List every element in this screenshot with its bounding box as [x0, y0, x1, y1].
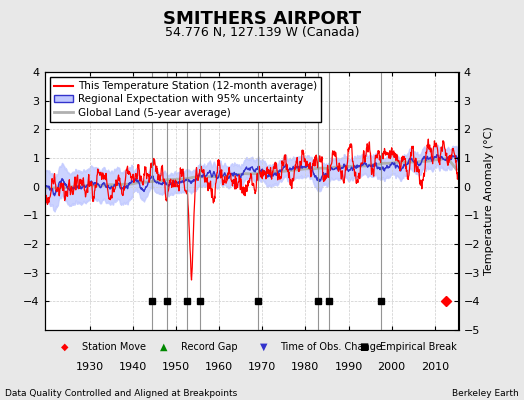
Text: SMITHERS AIRPORT: SMITHERS AIRPORT: [163, 10, 361, 28]
Legend: This Temperature Station (12-month average), Regional Expectation with 95% uncer: This Temperature Station (12-month avera…: [50, 77, 321, 122]
Y-axis label: Temperature Anomaly (°C): Temperature Anomaly (°C): [484, 127, 494, 275]
Text: 1940: 1940: [119, 362, 147, 372]
Text: 54.776 N, 127.139 W (Canada): 54.776 N, 127.139 W (Canada): [165, 26, 359, 39]
Text: Empirical Break: Empirical Break: [380, 342, 456, 352]
Text: Data Quality Controlled and Aligned at Breakpoints: Data Quality Controlled and Aligned at B…: [5, 389, 237, 398]
Text: 2000: 2000: [378, 362, 406, 372]
Text: 2010: 2010: [421, 362, 449, 372]
Text: 1960: 1960: [205, 362, 233, 372]
Text: Record Gap: Record Gap: [181, 342, 238, 352]
Text: ■: ■: [359, 342, 368, 352]
Text: ◆: ◆: [61, 342, 69, 352]
Text: 1970: 1970: [248, 362, 277, 372]
Text: 1930: 1930: [76, 362, 104, 372]
Text: Station Move: Station Move: [82, 342, 146, 352]
Text: 1980: 1980: [291, 362, 320, 372]
Text: 1990: 1990: [334, 362, 363, 372]
Text: 1950: 1950: [162, 362, 190, 372]
Text: ▲: ▲: [160, 342, 168, 352]
Text: Berkeley Earth: Berkeley Earth: [452, 389, 519, 398]
Text: Time of Obs. Change: Time of Obs. Change: [280, 342, 383, 352]
Text: ▼: ▼: [260, 342, 267, 352]
